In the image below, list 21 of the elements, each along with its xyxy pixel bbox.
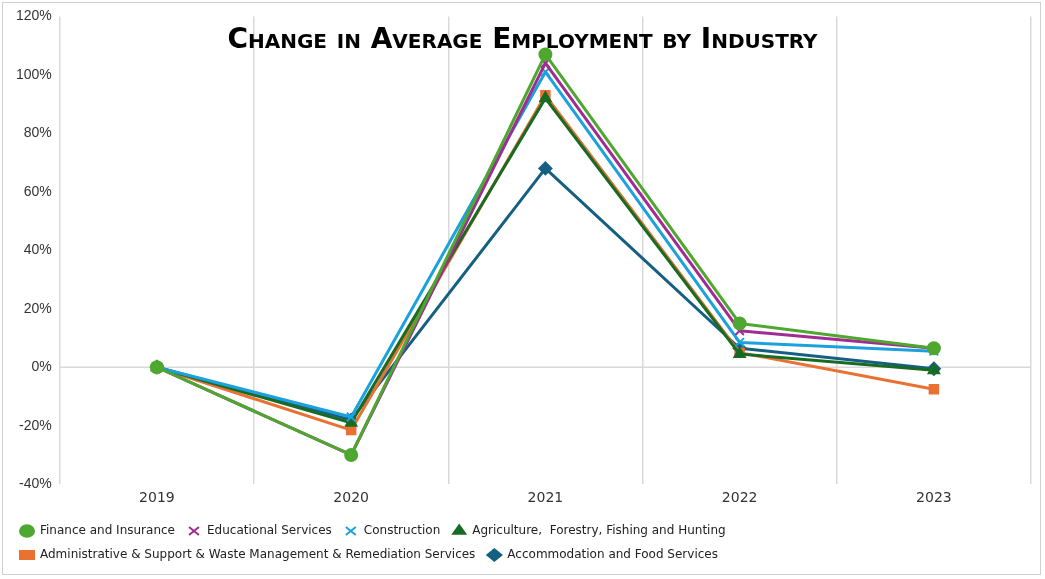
- legend-label: Administrative & Support & Waste Management & Remediation Services: [40, 547, 476, 562]
- legend-label: Accommodation and Food Services: [507, 547, 718, 562]
- legend-label: Construction: [363, 523, 441, 538]
- y-tick-label: -20%: [19, 416, 52, 433]
- y-tick-label: 80%: [23, 124, 52, 141]
- chart-title: Change in Average Employment by Industry: [226, 22, 819, 55]
- x-tick-label: 2021: [527, 489, 564, 506]
- y-tick-label: 100%: [15, 65, 52, 82]
- legend-label: Educational Services: [206, 523, 332, 538]
- y-tick-label: -40%: [19, 475, 52, 492]
- x-tick-label: 2023: [916, 489, 952, 506]
- x-tick-label: 2022: [721, 489, 758, 506]
- y-tick-label: 0%: [31, 358, 52, 375]
- y-tick-label: 20%: [23, 299, 52, 316]
- y-tick-label: 120%: [15, 7, 52, 24]
- y-tick-label: 60%: [23, 182, 52, 199]
- x-tick-label: 2019: [139, 489, 175, 506]
- legend-label: Finance and Insurance: [40, 523, 175, 538]
- legend-label: Agriculture, Forestry, Fishing and Hunting: [472, 523, 726, 538]
- y-tick-label: 40%: [23, 241, 52, 258]
- x-tick-label: 2020: [333, 489, 369, 506]
